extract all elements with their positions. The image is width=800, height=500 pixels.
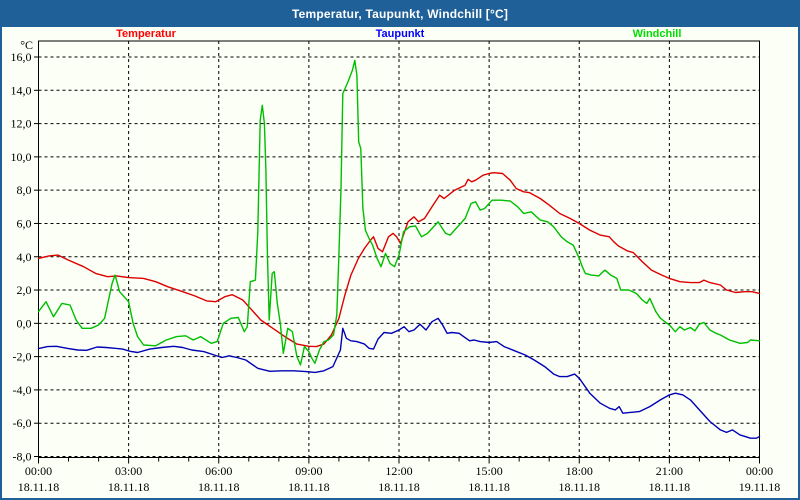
legend-taupunkt: Taupunkt	[375, 28, 425, 40]
x-tick-time-label: 03:00	[115, 464, 142, 478]
y-tick-label: 6,0	[17, 216, 32, 230]
x-tick-date-label: 18.11.18	[649, 480, 691, 494]
x-tick-date-label: 18.11.18	[558, 480, 600, 494]
x-tick-date-label: 18.11.18	[468, 480, 510, 494]
y-tick-label: 14,0	[11, 83, 32, 97]
x-tick-time-label: 21:00	[656, 464, 683, 478]
y-tick-label: 10,0	[11, 150, 32, 164]
x-tick-time-label: 06:00	[205, 464, 232, 478]
plot-frame	[38, 40, 760, 458]
window-title: Temperatur, Taupunkt, Windchill [°C]	[291, 6, 509, 21]
x-tick-date-label: 18.11.18	[198, 480, 240, 494]
y-tick-label: -6,0	[13, 416, 32, 430]
x-tick-date-label: 18.11.18	[378, 480, 420, 494]
y-tick-label: 12,0	[11, 117, 32, 131]
x-tick-time-label: 00:00	[25, 464, 52, 478]
title-bar: Temperatur, Taupunkt, Windchill [°C]	[0, 0, 800, 27]
x-tick-date-label: 18.11.18	[18, 480, 60, 494]
y-tick-label: 4,0	[17, 250, 32, 264]
x-tick-time-label: 00:00	[746, 464, 773, 478]
y-tick-label: 16,0	[11, 50, 32, 64]
y-axis-unit-label: °C	[20, 38, 33, 52]
x-tick-time-label: 12:00	[385, 464, 412, 478]
legend-windchill: Windchill	[632, 28, 682, 40]
series-taupunkt	[37, 317, 761, 439]
x-tick-date-label: 18.11.18	[288, 480, 330, 494]
y-tick-label: -8,0	[13, 450, 32, 464]
series-windchill	[37, 59, 761, 366]
y-tick-label: 2,0	[17, 283, 32, 297]
y-tick-label: 0,0	[17, 316, 32, 330]
x-tick-time-label: 15:00	[475, 464, 502, 478]
x-tick-time-label: 09:00	[295, 464, 322, 478]
x-tick-time-label: 18:00	[566, 464, 593, 478]
y-tick-label: -4,0	[13, 383, 32, 397]
y-tick-label: -2,0	[13, 350, 32, 364]
y-tick-label: 8,0	[17, 183, 32, 197]
legend-temperatur: Temperatur	[116, 28, 176, 40]
x-tick-date-label: 18.11.18	[108, 480, 150, 494]
x-tick-date-label: 19.11.18	[739, 480, 781, 494]
series-temperatur	[37, 171, 761, 348]
